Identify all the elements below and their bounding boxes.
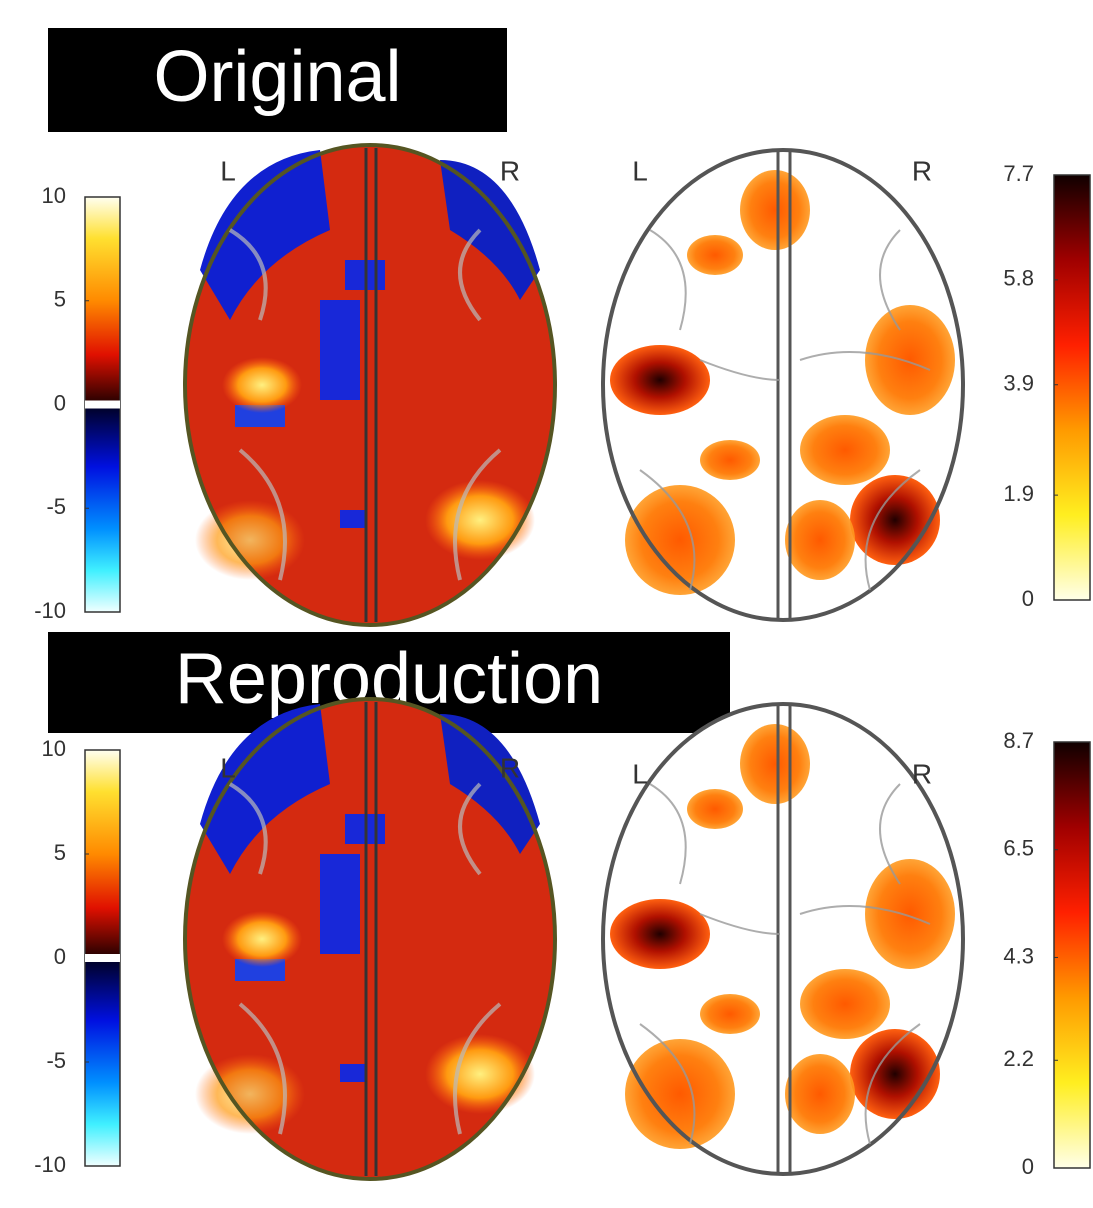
colorbar-zero-marker bbox=[85, 401, 120, 409]
colorbar bbox=[1054, 175, 1090, 600]
colorbar-tick-label: 3.9 bbox=[1003, 371, 1034, 396]
colorbar-zero-marker bbox=[85, 954, 120, 962]
panel-title: Original bbox=[153, 37, 401, 117]
colorbar-tick-label: 5 bbox=[54, 840, 66, 865]
orientation-label: R bbox=[500, 752, 520, 783]
colorbar-tick-label: 0 bbox=[54, 390, 66, 415]
colorbar-tick-label: 4.3 bbox=[1003, 943, 1034, 968]
orientation-label: R bbox=[912, 758, 932, 789]
panel: Original L R L R 10 5 0 -5 -10 7.7 5.8 3.9 1.9 0 bbox=[34, 28, 1090, 625]
figure: OriginalLRLR1050-5-107.75.83.91.90Reprod… bbox=[0, 0, 1093, 1208]
positive-brain-map bbox=[603, 150, 963, 620]
colorbar-tick-label: -5 bbox=[46, 1048, 66, 1073]
orientation-label: L bbox=[632, 155, 648, 186]
colorbar-tick-label: 0 bbox=[1022, 586, 1034, 611]
colorbar-tick-label: -10 bbox=[34, 598, 66, 623]
colorbar-tick-label: 0 bbox=[1022, 1154, 1034, 1179]
colorbar-tick-label: 10 bbox=[42, 736, 66, 761]
colorbar bbox=[1054, 742, 1090, 1168]
orientation-label: R bbox=[912, 155, 932, 186]
colorbar-tick-label: 10 bbox=[42, 183, 66, 208]
colorbar-tick-label: 5 bbox=[54, 287, 66, 312]
signed-brain-map bbox=[185, 145, 555, 625]
colorbar-tick-label: 5.8 bbox=[1003, 266, 1034, 291]
colorbar-tick-label: -10 bbox=[34, 1152, 66, 1177]
orientation-label: L bbox=[632, 758, 648, 789]
positive-brain-map bbox=[603, 704, 963, 1174]
colorbar-tick-label: 6.5 bbox=[1003, 836, 1034, 861]
orientation-label: L bbox=[220, 752, 236, 783]
colorbar-tick-label: 8.7 bbox=[1003, 728, 1034, 753]
orientation-label: R bbox=[500, 155, 520, 186]
colorbar-tick-label: 1.9 bbox=[1003, 481, 1034, 506]
colorbar-tick-label: 2.2 bbox=[1003, 1046, 1034, 1071]
colorbar-tick-label: 7.7 bbox=[1003, 161, 1034, 186]
colorbar-tick-label: -5 bbox=[46, 494, 66, 519]
colorbar-tick-label: 0 bbox=[54, 944, 66, 969]
orientation-label: L bbox=[220, 155, 236, 186]
